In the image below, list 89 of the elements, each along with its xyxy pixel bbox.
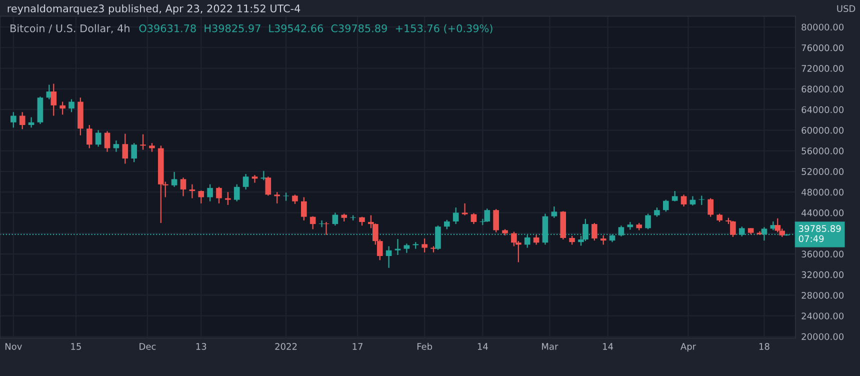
candlestick [551,206,558,218]
candlestick [600,234,606,246]
text: Bitcoin / U.S. Dollar, 4h [10,24,130,34]
y-tick-label: 44000.00 [801,209,844,216]
candlestick [462,202,468,216]
candlestick [332,212,338,226]
x-tick-label: 14 [478,343,488,350]
candlestick [292,194,298,204]
y-tick-label: 32000.00 [802,271,844,278]
x-tick-label: Nov [5,343,22,350]
candlestick [225,192,231,206]
x-tick-label: 2022 [275,343,297,350]
candlestick [708,198,714,218]
x-tick-label: 18 [759,343,770,350]
candlestick [680,194,687,208]
candlestick [60,101,66,116]
y-tick-label: 28000.00 [802,292,844,299]
candlestick [323,221,330,236]
ref-line-label: 39785.89 07:49 [798,225,841,242]
y-tick-label: 80000.00 [802,24,844,31]
annotation: O39631.78 [139,24,196,32]
candlestick [690,196,696,206]
candlestick [180,177,186,197]
y-tick-label: 36000.00 [802,250,844,258]
candlestick [140,134,146,150]
candlestick [470,212,477,225]
candlestick [300,196,307,221]
y-tick-label: 64000.00 [802,106,844,114]
candlestick [654,206,660,218]
y-tick-label: 56000.00 [802,148,844,154]
candlestick [386,246,392,268]
candlestick [113,140,120,152]
candlestick [533,234,540,246]
text: reynaldomarquez3 published, Apr 23, 2022 11:52 UTC-4 [8,4,300,14]
x-tick-label: 14 [603,343,614,350]
candlestick [422,238,428,253]
x-tick-label: Mar [542,343,558,350]
candlestick [774,218,781,233]
candlestick [452,206,459,225]
annotation: C39785.89 [331,24,387,32]
candlestick [189,184,196,199]
annotation: H39825.97 [204,24,260,32]
candlestick [10,112,16,128]
candlestick [19,112,26,130]
candlestick [484,208,490,223]
candlestick [672,190,678,202]
candlestick [662,199,669,212]
candlestick [198,190,204,204]
y-tick-label: 24000.00 [802,312,844,320]
candlestick [216,186,222,204]
candlestick [122,133,128,164]
candlestick [591,222,598,242]
candlestick [50,83,57,116]
candlestick [234,184,240,202]
candlestick [252,174,258,184]
y-tick-label: 20000.00 [802,333,844,340]
candlestick [86,124,92,149]
candlestick [265,176,272,196]
annotation: +153.76 (+0.39%) [396,24,492,34]
candlestick [404,243,410,254]
y-tick-label: 72000.00 [802,64,844,72]
y-tick-label: 48000.00 [801,188,844,196]
x-tick-label: Feb [417,342,432,350]
y-tick-label: 60000.00 [802,126,844,134]
candlestick [171,171,178,188]
candlestick [95,130,102,148]
y-tick-label: 52000.00 [802,168,844,175]
y-axis-title: USD [837,5,856,12]
candlestick [242,173,249,190]
candlestick [698,195,705,206]
candlestick [645,213,651,230]
candlestick [68,98,74,113]
candlestick [274,192,280,204]
x-tick-label: Dec [140,343,156,350]
candlestick [104,130,110,152]
x-tick-label: Apr [680,343,696,352]
candlestick [131,142,137,163]
y-tick-label: 68000.00 [802,86,844,92]
annotation: L39542.66 [269,24,324,32]
x-tick-label: 15 [71,343,81,350]
candlestick [493,208,499,233]
x-tick-label: 13 [196,343,206,350]
x-tick-label: 17 [352,343,362,350]
candlestick [444,219,450,230]
y-tick-label: 76000.00 [802,44,844,52]
candlestick [394,238,401,256]
candlestick [28,116,34,128]
candlestick [207,184,213,202]
candlestick [310,216,316,230]
